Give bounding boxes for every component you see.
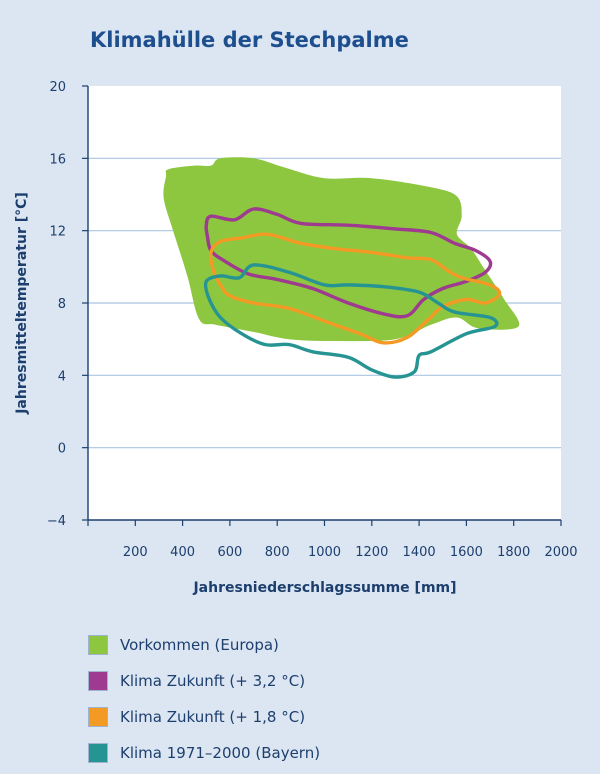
legend-label: Vorkommen (Europa) xyxy=(120,636,279,654)
y-tick-label: −4 xyxy=(47,514,66,529)
y-tick-label: 12 xyxy=(49,225,66,240)
x-tick-label: 800 xyxy=(265,545,290,560)
series-klima-zukunft-3-2-c xyxy=(204,207,493,319)
legend-swatch xyxy=(88,671,108,691)
chart-svg: 200 400 600 800 1000 1200 1400 1600 1800 2000 −4 0 4… xyxy=(14,80,578,596)
chart-title: Klimahülle der Stechpalme xyxy=(90,28,409,52)
legend-item: Klima Zukunft (+ 3,2 °C) xyxy=(88,663,320,699)
y-tick-label: 8 xyxy=(58,297,66,312)
legend: Vorkommen (Europa) Klima Zukunft (+ 3,2 °… xyxy=(88,627,320,771)
y-tick-label: 16 xyxy=(49,152,66,167)
legend-label: Klima 1971–2000 (Bayern) xyxy=(120,744,321,762)
legend-item: Vorkommen (Europa) xyxy=(88,627,320,663)
y-tick-label: 4 xyxy=(58,369,66,384)
x-tick-label: 600 xyxy=(217,545,242,560)
legend-swatch xyxy=(88,635,108,655)
legend-swatch xyxy=(88,743,108,763)
x-tick-label: 1200 xyxy=(355,545,388,560)
x-axis-label: Jahresniederschlagssumme [mm] xyxy=(192,580,456,596)
x-tick-label: 200 xyxy=(123,545,148,560)
legend-label: Klima Zukunft (+ 1,8 °C) xyxy=(120,708,306,726)
x-tick-label: 1600 xyxy=(450,545,483,560)
legend-swatch xyxy=(88,707,108,727)
y-axis-label: Jahresmitteltemperatur [°C] xyxy=(14,192,30,415)
series-layer xyxy=(163,157,520,379)
x-tick-label: 1000 xyxy=(308,545,341,560)
legend-item: Klima 1971–2000 (Bayern) xyxy=(88,735,320,771)
legend-label: Klima Zukunft (+ 3,2 °C) xyxy=(120,672,306,690)
series-klima-1971-2000-bayern xyxy=(203,263,499,379)
x-tick-label: 1400 xyxy=(403,545,436,560)
x-tick-label: 2000 xyxy=(544,545,577,560)
series-klima-zukunft-1-8-c xyxy=(208,232,502,345)
x-tick-label: 1800 xyxy=(497,545,530,560)
x-tick-label: 400 xyxy=(170,545,195,560)
y-tick-label: 20 xyxy=(49,80,66,95)
y-tick-label: 0 xyxy=(58,442,66,457)
legend-item: Klima Zukunft (+ 1,8 °C) xyxy=(88,699,320,735)
axis-ticks: 200 400 600 800 1000 1200 1400 1600 1800 2000 −4 0 4… xyxy=(47,80,578,560)
